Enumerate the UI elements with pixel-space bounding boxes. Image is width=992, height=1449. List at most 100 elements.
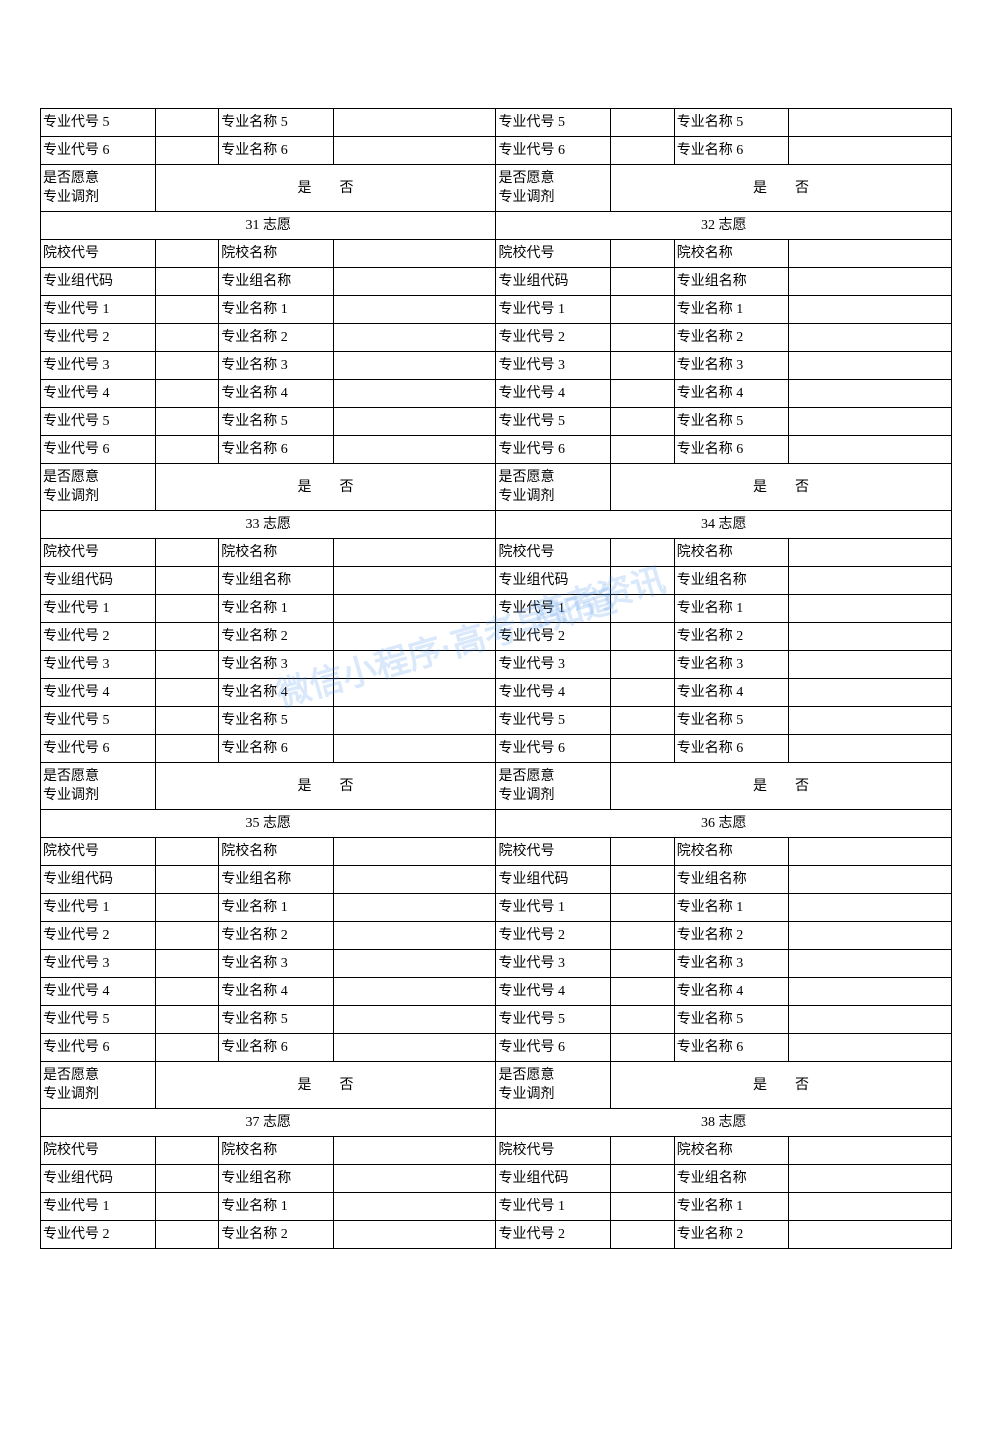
field-input[interactable]: [333, 567, 496, 595]
major-name-input[interactable]: [789, 436, 952, 464]
major-name-input[interactable]: [333, 978, 496, 1006]
field-input[interactable]: [789, 838, 952, 866]
field-input[interactable]: [611, 1137, 675, 1165]
adjust-yes-no[interactable]: 是否: [155, 165, 496, 212]
field-input[interactable]: [789, 539, 952, 567]
major-code-input[interactable]: [155, 352, 219, 380]
major-name-input[interactable]: [789, 1006, 952, 1034]
major-name-input[interactable]: [333, 950, 496, 978]
major-name-input[interactable]: [333, 324, 496, 352]
field-input[interactable]: [789, 1165, 952, 1193]
field-input[interactable]: [789, 567, 952, 595]
adjust-yes-no[interactable]: 是否: [611, 763, 952, 810]
major-code-input[interactable]: [155, 595, 219, 623]
major-name-input[interactable]: [333, 679, 496, 707]
major-code-input[interactable]: [155, 894, 219, 922]
major-name-input[interactable]: [333, 707, 496, 735]
major-name-input[interactable]: [789, 137, 952, 165]
major-code-input[interactable]: [155, 922, 219, 950]
adjust-yes-no[interactable]: 是否: [155, 1062, 496, 1109]
major-code-input[interactable]: [155, 1034, 219, 1062]
major-name-input[interactable]: [333, 894, 496, 922]
major-name-input[interactable]: [333, 137, 496, 165]
field-input[interactable]: [333, 1165, 496, 1193]
major-code-input[interactable]: [611, 137, 675, 165]
major-code-input[interactable]: [155, 950, 219, 978]
major-name-input[interactable]: [789, 352, 952, 380]
field-input[interactable]: [611, 866, 675, 894]
major-name-input[interactable]: [789, 978, 952, 1006]
major-name-input[interactable]: [333, 651, 496, 679]
major-name-input[interactable]: [789, 1221, 952, 1249]
major-code-input[interactable]: [611, 707, 675, 735]
field-input[interactable]: [155, 866, 219, 894]
field-input[interactable]: [789, 866, 952, 894]
major-name-input[interactable]: [333, 109, 496, 137]
major-code-input[interactable]: [155, 408, 219, 436]
major-name-input[interactable]: [789, 735, 952, 763]
adjust-yes-no[interactable]: 是否: [611, 464, 952, 511]
major-code-input[interactable]: [611, 922, 675, 950]
major-code-input[interactable]: [155, 137, 219, 165]
major-code-input[interactable]: [611, 651, 675, 679]
major-name-input[interactable]: [333, 1193, 496, 1221]
field-input[interactable]: [155, 1137, 219, 1165]
major-name-input[interactable]: [789, 109, 952, 137]
adjust-yes-no[interactable]: 是否: [155, 464, 496, 511]
field-input[interactable]: [611, 567, 675, 595]
major-name-input[interactable]: [789, 1193, 952, 1221]
major-name-input[interactable]: [333, 735, 496, 763]
major-code-input[interactable]: [155, 1193, 219, 1221]
major-name-input[interactable]: [333, 922, 496, 950]
major-code-input[interactable]: [611, 380, 675, 408]
major-code-input[interactable]: [155, 436, 219, 464]
major-code-input[interactable]: [611, 623, 675, 651]
major-code-input[interactable]: [155, 735, 219, 763]
major-code-input[interactable]: [155, 324, 219, 352]
major-code-input[interactable]: [611, 950, 675, 978]
field-input[interactable]: [789, 240, 952, 268]
major-code-input[interactable]: [611, 595, 675, 623]
field-input[interactable]: [611, 539, 675, 567]
major-name-input[interactable]: [333, 1006, 496, 1034]
major-name-input[interactable]: [333, 623, 496, 651]
field-input[interactable]: [155, 268, 219, 296]
major-name-input[interactable]: [789, 324, 952, 352]
major-code-input[interactable]: [155, 1006, 219, 1034]
field-input[interactable]: [155, 1165, 219, 1193]
major-code-input[interactable]: [155, 978, 219, 1006]
field-input[interactable]: [789, 1137, 952, 1165]
field-input[interactable]: [611, 268, 675, 296]
field-input[interactable]: [333, 838, 496, 866]
adjust-yes-no[interactable]: 是否: [155, 763, 496, 810]
major-name-input[interactable]: [789, 894, 952, 922]
major-code-input[interactable]: [611, 679, 675, 707]
field-input[interactable]: [155, 539, 219, 567]
major-code-input[interactable]: [155, 623, 219, 651]
major-code-input[interactable]: [611, 352, 675, 380]
major-code-input[interactable]: [155, 296, 219, 324]
major-name-input[interactable]: [789, 623, 952, 651]
major-code-input[interactable]: [155, 380, 219, 408]
field-input[interactable]: [333, 1137, 496, 1165]
major-code-input[interactable]: [611, 978, 675, 1006]
major-code-input[interactable]: [611, 1006, 675, 1034]
major-name-input[interactable]: [789, 595, 952, 623]
major-code-input[interactable]: [155, 651, 219, 679]
major-name-input[interactable]: [789, 651, 952, 679]
major-name-input[interactable]: [333, 436, 496, 464]
major-code-input[interactable]: [611, 894, 675, 922]
major-name-input[interactable]: [333, 380, 496, 408]
major-code-input[interactable]: [611, 408, 675, 436]
major-code-input[interactable]: [611, 1034, 675, 1062]
field-input[interactable]: [333, 539, 496, 567]
field-input[interactable]: [611, 1165, 675, 1193]
major-name-input[interactable]: [789, 950, 952, 978]
major-code-input[interactable]: [611, 1221, 675, 1249]
major-code-input[interactable]: [155, 109, 219, 137]
field-input[interactable]: [155, 240, 219, 268]
major-name-input[interactable]: [789, 380, 952, 408]
major-name-input[interactable]: [333, 595, 496, 623]
field-input[interactable]: [333, 268, 496, 296]
field-input[interactable]: [789, 268, 952, 296]
